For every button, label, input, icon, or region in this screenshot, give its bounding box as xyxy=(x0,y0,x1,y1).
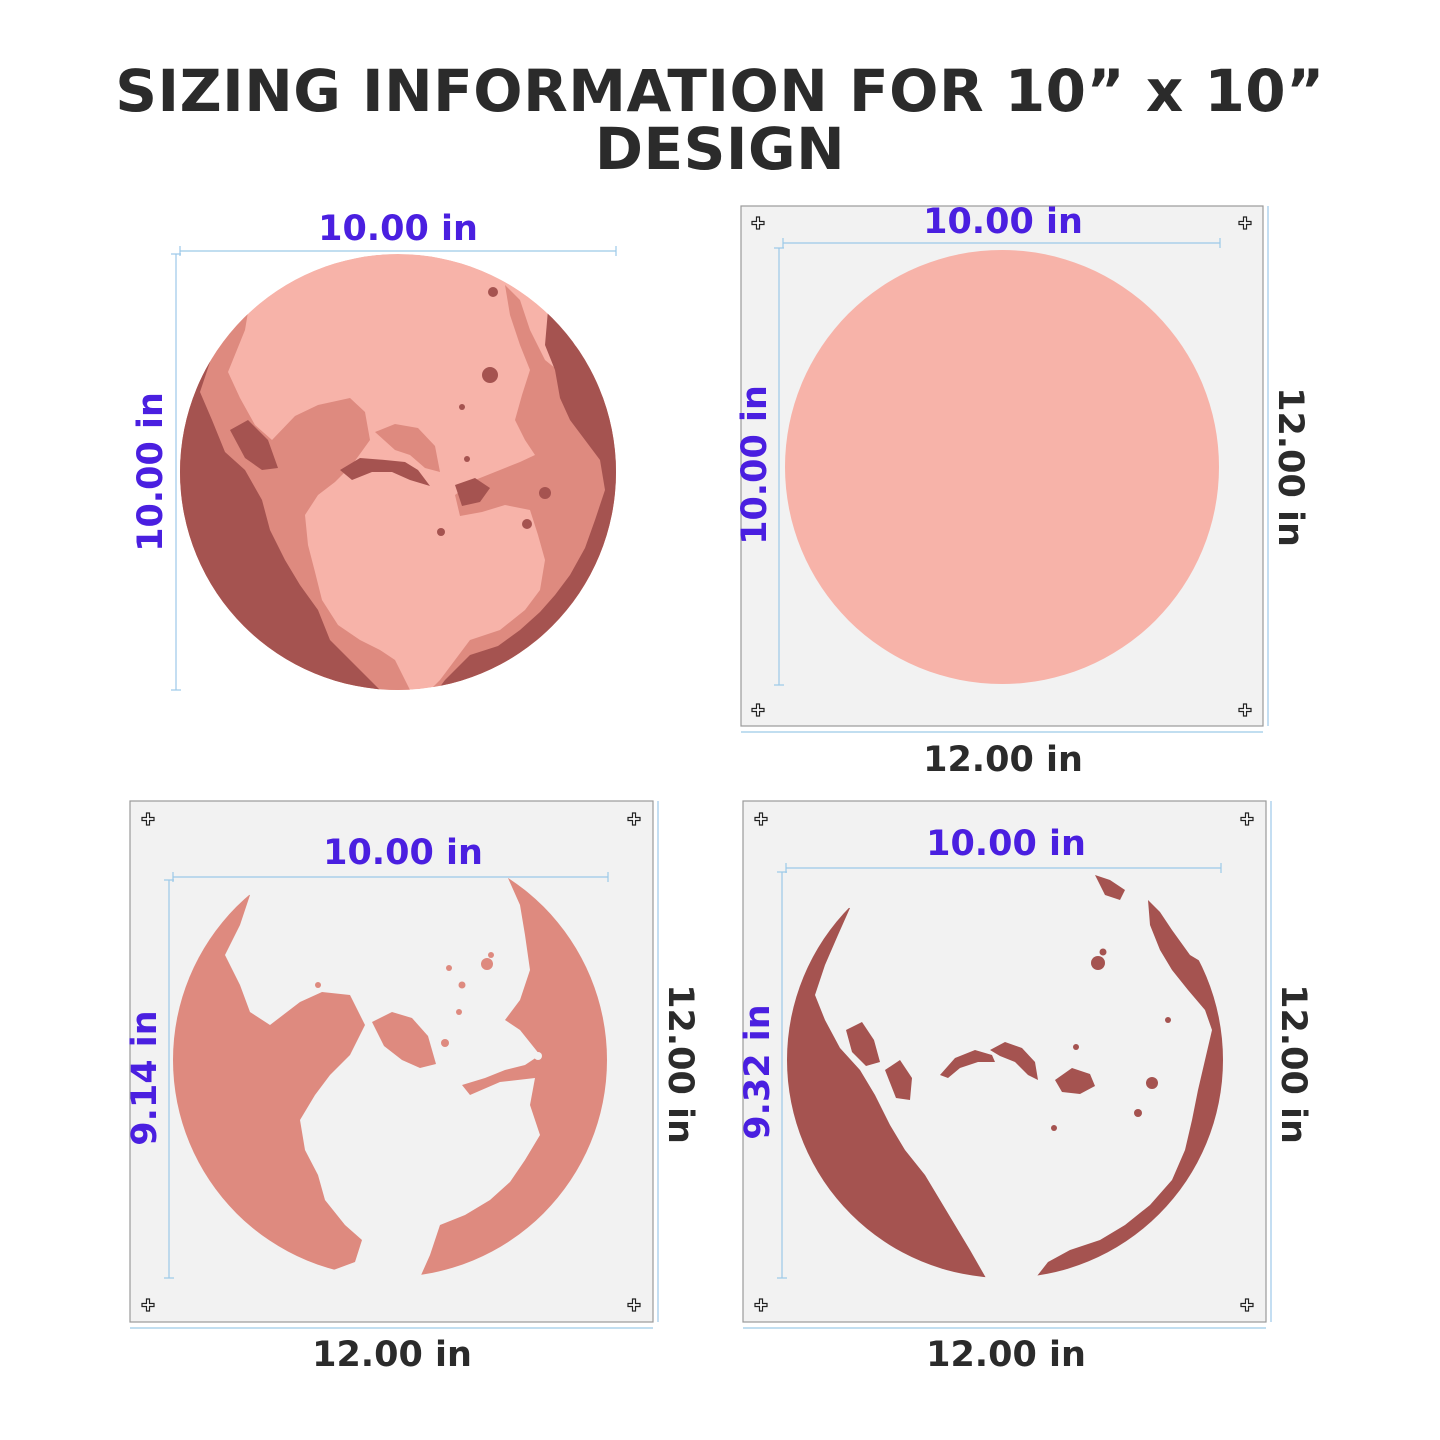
crater-spot xyxy=(481,958,493,970)
height-dimension-label: 10.00 in xyxy=(735,385,775,545)
height-dimension-label: 10.00 in xyxy=(131,392,171,552)
width-dimension-label: 10.00 in xyxy=(318,209,478,249)
sheet-width-label: 12.00 in xyxy=(312,1335,472,1375)
height-dimension-label: 9.32 in xyxy=(738,1004,778,1139)
sheet-height-label: 12.00 in xyxy=(1273,984,1313,1144)
panel-full-design: 10.00 in 10.00 in xyxy=(131,209,617,691)
width-dimension-label: 10.00 in xyxy=(923,202,1083,242)
sheet-width-label: 12.00 in xyxy=(923,740,1083,780)
width-dimension-label: 10.00 in xyxy=(323,833,483,873)
panel-dark-layer-stencil: 10.00 in 9.32 in 12.00 in 12.00 in xyxy=(738,800,1313,1375)
width-guide-line xyxy=(785,863,1222,873)
height-guide-line xyxy=(164,879,174,1279)
height-dimension-label: 9.14 in xyxy=(125,1010,165,1145)
pluto-full-artwork xyxy=(180,254,616,690)
width-dimension-label: 10.00 in xyxy=(926,824,1086,864)
page-title: SIZING INFORMATION FOR 10” x 10” DESIGN xyxy=(115,57,1325,183)
base-circle-stencil xyxy=(785,250,1219,684)
height-guide-line xyxy=(774,247,784,686)
sheet-height-label: 12.00 in xyxy=(1270,387,1310,547)
panel-base-layer-stencil: 10.00 in 10.00 in 12.00 in 12.00 in xyxy=(735,202,1310,780)
height-guide-line xyxy=(777,871,787,1279)
crater-spot xyxy=(1091,956,1105,970)
sheet-width-label: 12.00 in xyxy=(926,1335,1086,1375)
sheet-height-label: 12.00 in xyxy=(660,984,700,1144)
width-guide-line xyxy=(782,238,1221,248)
height-guide-line xyxy=(171,253,181,691)
panel-medium-layer-stencil: 10.00 in 9.14 in 12.00 in 12.00 in xyxy=(125,800,700,1375)
